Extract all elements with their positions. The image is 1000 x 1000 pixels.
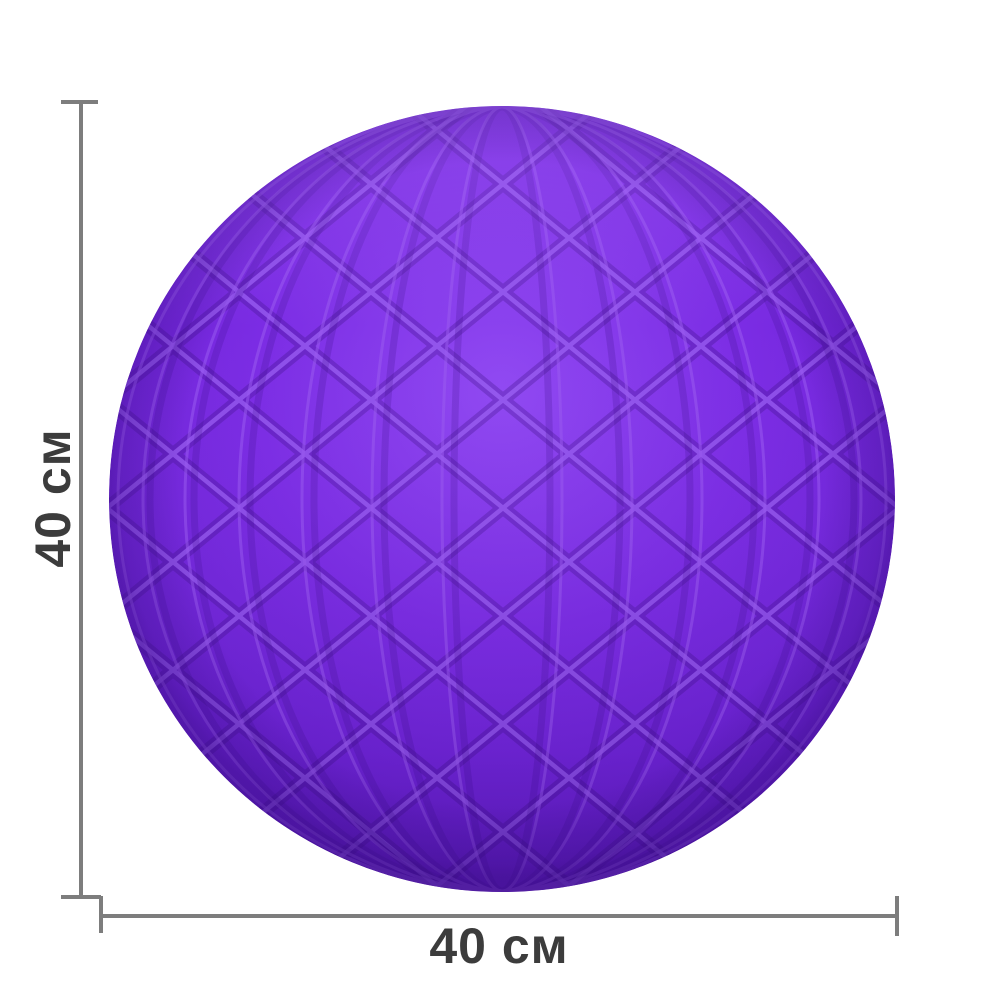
width-dimension-label: 40 см — [429, 918, 569, 974]
width-measure-tick-left — [99, 896, 103, 933]
height-dimension-label: 40 см — [25, 428, 81, 568]
honeycomb-ball-graphic — [109, 106, 895, 892]
height-measure-cap-bottom — [61, 895, 101, 899]
width-measure-line — [99, 914, 899, 918]
height-measure-line — [79, 100, 83, 899]
width-measure-tick-right — [895, 896, 899, 936]
height-measure-cap-top — [61, 100, 98, 104]
honeycomb-ball — [107, 104, 897, 894]
